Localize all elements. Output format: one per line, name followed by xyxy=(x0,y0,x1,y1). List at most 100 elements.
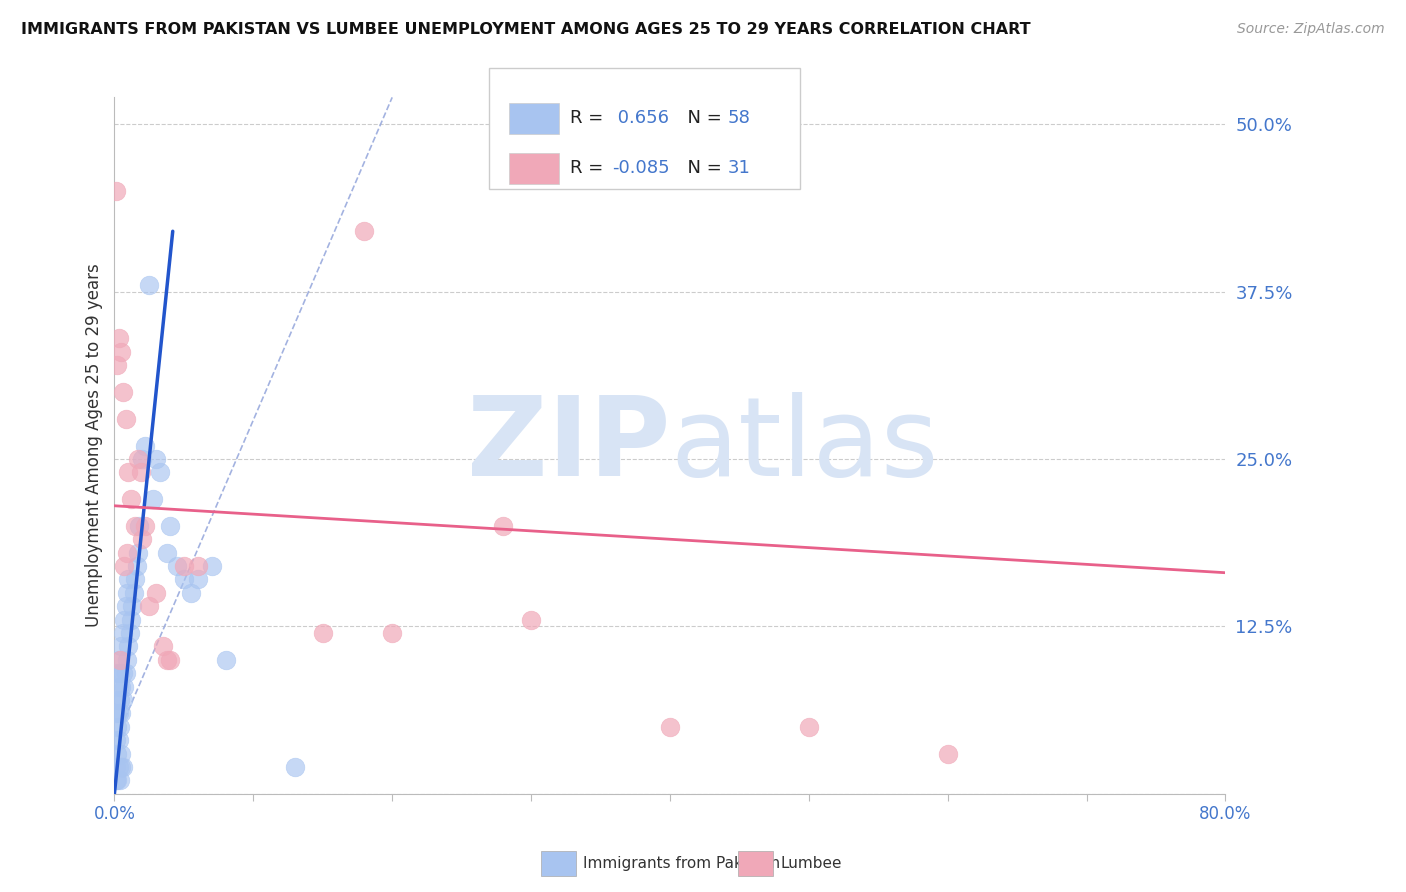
Point xyxy=(110,747,132,761)
Point xyxy=(107,653,129,667)
Point xyxy=(104,184,127,198)
Point xyxy=(118,626,141,640)
Point xyxy=(120,492,142,507)
Point xyxy=(111,666,134,681)
Point xyxy=(107,760,129,774)
Point xyxy=(797,720,820,734)
Text: Lumbee: Lumbee xyxy=(780,856,842,871)
Point xyxy=(104,706,127,721)
Point xyxy=(110,640,132,654)
Point xyxy=(131,533,153,547)
Point xyxy=(381,626,404,640)
Text: R =: R = xyxy=(569,160,609,178)
Point xyxy=(107,331,129,345)
Point xyxy=(142,492,165,507)
Text: Immigrants from Pakistan: Immigrants from Pakistan xyxy=(583,856,780,871)
Point xyxy=(128,519,150,533)
Point xyxy=(111,760,134,774)
Point xyxy=(104,733,127,747)
Point xyxy=(658,720,681,734)
FancyBboxPatch shape xyxy=(509,153,558,185)
Point xyxy=(105,773,128,788)
Point xyxy=(111,626,134,640)
Point xyxy=(520,613,543,627)
Point xyxy=(127,451,149,466)
Point xyxy=(111,384,134,399)
Point xyxy=(108,653,131,667)
Point xyxy=(112,559,135,574)
Point xyxy=(108,666,131,681)
Point xyxy=(145,586,167,600)
Point xyxy=(105,358,128,372)
Text: 58: 58 xyxy=(728,109,751,128)
Point xyxy=(187,559,209,574)
Point xyxy=(117,640,139,654)
Point xyxy=(110,706,132,721)
Point xyxy=(214,653,236,667)
Point xyxy=(138,599,160,614)
Point xyxy=(149,465,172,479)
Text: 31: 31 xyxy=(728,160,751,178)
Point xyxy=(120,613,142,627)
Point xyxy=(110,760,132,774)
Text: Source: ZipAtlas.com: Source: ZipAtlas.com xyxy=(1237,22,1385,37)
Text: -0.085: -0.085 xyxy=(612,160,669,178)
Point xyxy=(108,693,131,707)
FancyBboxPatch shape xyxy=(509,103,558,135)
Point xyxy=(115,546,138,560)
Point xyxy=(187,573,209,587)
Text: atlas: atlas xyxy=(669,392,938,499)
Point xyxy=(111,693,134,707)
Point xyxy=(129,465,152,479)
Text: ZIP: ZIP xyxy=(467,392,669,499)
Point xyxy=(122,586,145,600)
Point xyxy=(145,451,167,466)
Point xyxy=(492,519,515,533)
Point xyxy=(166,559,188,574)
Point xyxy=(105,666,128,681)
Text: IMMIGRANTS FROM PAKISTAN VS LUMBEE UNEMPLOYMENT AMONG AGES 25 TO 29 YEARS CORREL: IMMIGRANTS FROM PAKISTAN VS LUMBEE UNEMP… xyxy=(21,22,1031,37)
Y-axis label: Unemployment Among Ages 25 to 29 years: Unemployment Among Ages 25 to 29 years xyxy=(86,264,103,627)
Text: N =: N = xyxy=(675,109,727,128)
Point xyxy=(114,666,136,681)
Point xyxy=(107,706,129,721)
Point xyxy=(284,760,307,774)
Point xyxy=(125,559,148,574)
Point xyxy=(104,760,127,774)
Point xyxy=(138,277,160,292)
Point xyxy=(104,773,127,788)
Point xyxy=(105,747,128,761)
Point xyxy=(107,680,129,694)
Point xyxy=(112,613,135,627)
FancyBboxPatch shape xyxy=(489,68,800,189)
Point xyxy=(110,680,132,694)
Point xyxy=(159,519,181,533)
Point xyxy=(156,653,179,667)
Point xyxy=(121,599,143,614)
Point xyxy=(117,465,139,479)
Point xyxy=(936,747,959,761)
Point xyxy=(115,586,138,600)
Text: N =: N = xyxy=(675,160,727,178)
Text: 0.656: 0.656 xyxy=(612,109,669,128)
Point xyxy=(105,720,128,734)
Point xyxy=(201,559,224,574)
Point xyxy=(127,546,149,560)
Point xyxy=(107,733,129,747)
Point xyxy=(112,680,135,694)
Point xyxy=(114,599,136,614)
Point xyxy=(312,626,335,640)
Text: R =: R = xyxy=(569,109,609,128)
Point xyxy=(131,451,153,466)
Point xyxy=(117,573,139,587)
Point xyxy=(108,720,131,734)
Point xyxy=(180,586,202,600)
Point xyxy=(134,519,156,533)
Point xyxy=(108,773,131,788)
Point xyxy=(156,546,179,560)
Point xyxy=(124,519,146,533)
Point xyxy=(114,411,136,425)
Point xyxy=(173,559,195,574)
Point xyxy=(115,653,138,667)
Point xyxy=(134,438,156,452)
